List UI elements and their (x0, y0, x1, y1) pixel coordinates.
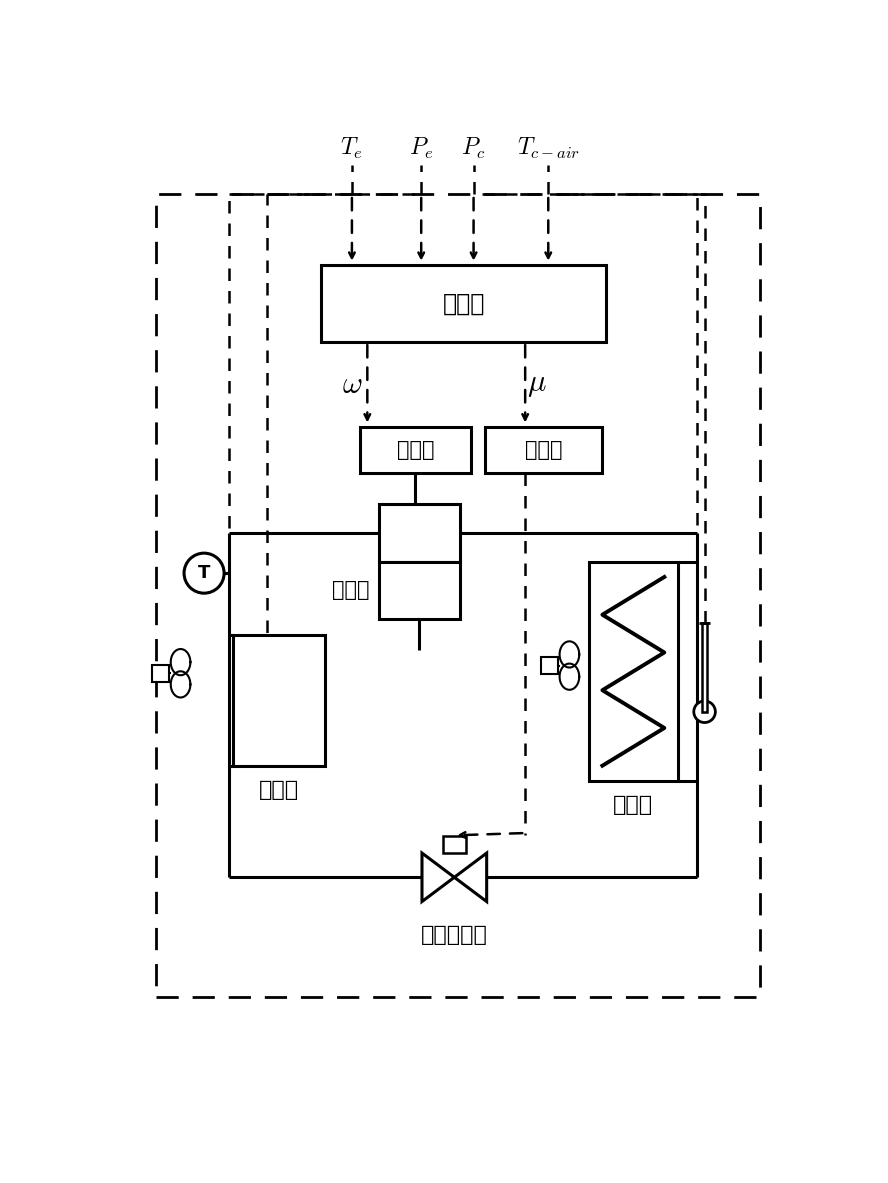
Bar (379, 504, 460, 562)
Bar (589, 562, 678, 781)
Polygon shape (455, 853, 487, 901)
Bar (155, 194, 760, 996)
Bar (485, 427, 602, 473)
Text: 冷凝器: 冷凝器 (614, 795, 654, 815)
Bar (360, 427, 472, 473)
Bar (542, 657, 559, 674)
Text: $\mu$: $\mu$ (527, 370, 546, 399)
Bar (321, 265, 606, 342)
Text: 变频器: 变频器 (397, 440, 434, 460)
Text: $P_c$: $P_c$ (462, 136, 486, 161)
Text: $T_e$: $T_e$ (340, 136, 363, 161)
Bar (233, 635, 325, 765)
Bar (153, 665, 170, 681)
Circle shape (694, 702, 716, 723)
Text: 电子膨胀阀: 电子膨胀阀 (421, 925, 488, 945)
Text: 蒸发器: 蒸发器 (258, 780, 299, 800)
Text: $P_e$: $P_e$ (409, 136, 433, 161)
Bar (379, 562, 460, 620)
Text: 控制器: 控制器 (442, 292, 485, 316)
Text: $T_{c-air}$: $T_{c-air}$ (517, 136, 580, 161)
Circle shape (184, 554, 224, 593)
Text: 压缩机: 压缩机 (332, 581, 369, 601)
Polygon shape (422, 853, 455, 901)
Text: $\omega$: $\omega$ (342, 370, 362, 399)
Bar (443, 836, 466, 853)
Text: T: T (198, 564, 210, 582)
Text: 驱动器: 驱动器 (525, 440, 562, 460)
Bar (702, 623, 707, 712)
